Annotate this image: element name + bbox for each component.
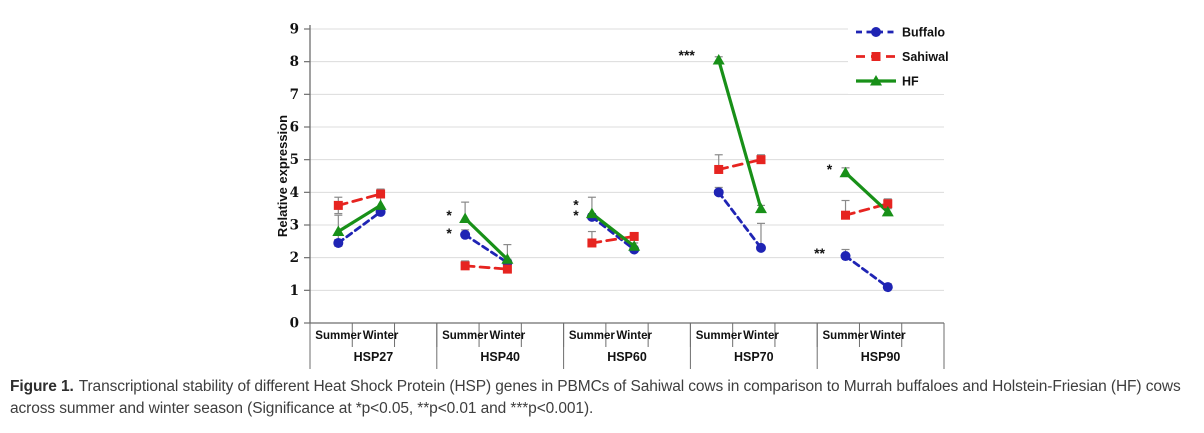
series-line-hf bbox=[336, 203, 383, 234]
season-label: Summer bbox=[315, 330, 362, 342]
figure-caption-label: Figure 1. bbox=[10, 378, 74, 395]
data-point-sahiwal bbox=[756, 155, 766, 165]
data-point-hf bbox=[628, 240, 641, 251]
data-point-sahiwal bbox=[460, 261, 470, 271]
season-label: Summer bbox=[569, 330, 616, 342]
data-point-hf bbox=[712, 54, 725, 65]
series-line-buffalo bbox=[844, 254, 890, 289]
data-point-buffalo bbox=[882, 282, 893, 293]
data-point-buffalo bbox=[755, 242, 766, 253]
data-point-hf bbox=[459, 212, 472, 223]
gene-group-label: HSP70 bbox=[734, 350, 774, 364]
data-point-buffalo bbox=[333, 237, 344, 248]
significance-marker: ** bbox=[814, 245, 825, 261]
y-tick-label: 7 bbox=[290, 87, 299, 103]
data-point-sahiwal bbox=[841, 210, 851, 220]
data-point-sahiwal bbox=[333, 200, 343, 210]
y-tick-label: 6 bbox=[290, 120, 299, 136]
series-line-sahiwal bbox=[717, 158, 763, 171]
gene-group-label: HSP60 bbox=[607, 350, 647, 364]
data-point-hf bbox=[332, 225, 345, 237]
legend-marker-triangle bbox=[870, 75, 882, 86]
data-point-buffalo bbox=[840, 251, 851, 262]
data-point-buffalo bbox=[460, 229, 471, 240]
significance-marker: * bbox=[446, 225, 452, 241]
data-point-hf bbox=[501, 253, 514, 264]
legend-label-sahiwal: Sahiwal bbox=[902, 50, 949, 64]
legend-marker-circle bbox=[871, 27, 881, 37]
figure-caption: Figure 1. Transcriptional stability of di… bbox=[0, 376, 1204, 420]
y-tick-label: 9 bbox=[290, 22, 299, 38]
data-point-sahiwal bbox=[629, 231, 639, 241]
y-tick-label: 8 bbox=[290, 54, 299, 70]
significance-marker: * bbox=[573, 197, 579, 213]
season-label: Winter bbox=[616, 330, 652, 342]
legend-marker-square bbox=[871, 52, 881, 61]
y-tick-label: 2 bbox=[290, 250, 299, 266]
season-label: Summer bbox=[696, 330, 743, 342]
data-point-buffalo bbox=[713, 187, 724, 198]
season-label: Winter bbox=[743, 330, 779, 342]
series-line-hf bbox=[717, 58, 763, 211]
data-point-sahiwal bbox=[714, 164, 724, 174]
series-line-sahiwal bbox=[590, 235, 636, 245]
gene-group-label: HSP90 bbox=[861, 350, 901, 364]
y-tick-label: 4 bbox=[290, 185, 299, 201]
gene-group-label: HSP40 bbox=[480, 350, 520, 364]
series-line-buffalo bbox=[336, 210, 382, 245]
series-line-buffalo bbox=[717, 190, 763, 250]
y-tick-label: 3 bbox=[290, 218, 299, 234]
y-axis-title: Relative expression bbox=[275, 115, 290, 237]
significance-marker: *** bbox=[679, 47, 696, 63]
data-point-hf bbox=[881, 205, 894, 217]
series-line-sahiwal bbox=[336, 192, 382, 207]
season-label: Winter bbox=[490, 330, 526, 342]
legend-label-buffalo: Buffalo bbox=[902, 26, 945, 40]
data-point-sahiwal bbox=[587, 238, 597, 248]
y-tick-label: 0 bbox=[290, 316, 299, 332]
gene-group-label: HSP27 bbox=[354, 350, 394, 364]
season-label: Summer bbox=[442, 330, 489, 342]
series-line-buffalo bbox=[463, 233, 509, 264]
season-label: Winter bbox=[363, 330, 399, 342]
significance-marker: * bbox=[446, 207, 452, 223]
series-line-hf bbox=[463, 216, 509, 261]
series-line-hf bbox=[590, 211, 636, 248]
y-tick-label: 1 bbox=[290, 283, 299, 299]
hsp-expression-line-chart: 0 1 2 3 4 5 6 7 8 9 Relative expression Summer Winte… bbox=[275, 21, 949, 369]
series-line-buffalo bbox=[590, 215, 636, 251]
series-line-sahiwal bbox=[463, 264, 509, 271]
figure-caption-text: Transcriptional stability of different H… bbox=[10, 378, 1181, 417]
data-point-hf bbox=[585, 207, 598, 219]
season-label: Summer bbox=[823, 330, 870, 342]
data-point-sahiwal bbox=[883, 199, 893, 209]
data-point-hf bbox=[754, 202, 767, 214]
data-point-sahiwal bbox=[502, 264, 512, 274]
season-label: Winter bbox=[870, 330, 906, 342]
significance-marker: * bbox=[827, 161, 833, 177]
data-point-hf bbox=[839, 166, 852, 178]
significance-marker: * bbox=[573, 207, 579, 223]
y-tick-label: 5 bbox=[290, 152, 299, 168]
series-line-hf bbox=[843, 171, 890, 214]
data-point-hf bbox=[374, 199, 387, 210]
legend-label-hf: HF bbox=[902, 75, 919, 89]
data-point-sahiwal bbox=[376, 189, 386, 199]
